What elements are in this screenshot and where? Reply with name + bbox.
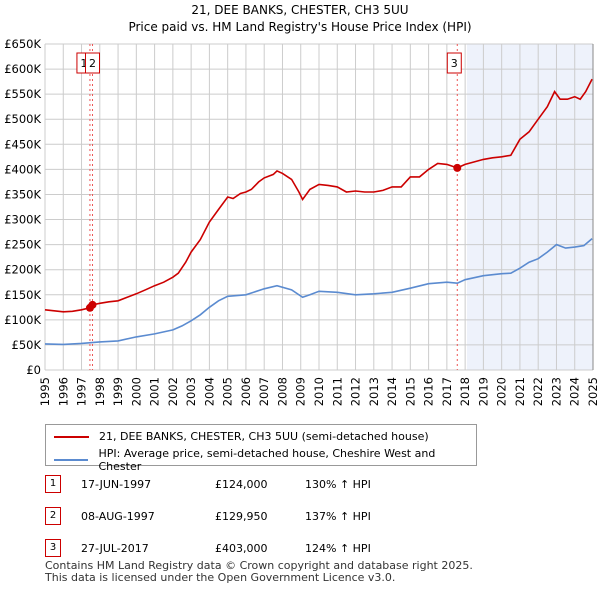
x-tick-label: 1999 [111,377,125,406]
sale-label: 1 [80,57,87,70]
y-tick-label: £50K [12,338,42,352]
x-tick-label: 2004 [202,377,216,406]
x-tick-label: 2007 [257,377,271,406]
x-tick-label: 2010 [312,377,326,406]
y-tick-label: £300K [4,213,41,227]
x-tick-label: 2015 [403,377,417,406]
sale-label-box [446,52,462,74]
legend: 21, DEE BANKS, CHESTER, CH3 5UU (semi-de… [45,424,477,473]
property-price-line [44,78,593,313]
sale-label: 2 [89,57,96,70]
x-tick-label: 2018 [458,377,472,406]
x-tick-label: 2022 [531,377,545,406]
legend-red-line [54,435,89,438]
hpi-line [44,237,593,346]
x-tick-label: 1997 [75,377,89,406]
x-tick-label: 2005 [221,377,235,406]
sale-price: £124,000 [215,478,268,491]
sale-hpi-change: 137% ↑ HPI [305,510,371,523]
x-tick-label: 1995 [38,377,52,406]
x-tick-label: 2025 [586,377,600,406]
legend-hpi: HPI: Average price, semi-detached house,… [98,447,436,473]
footer-licence: This data is licensed under the Open Gov… [45,571,396,584]
y-tick-label: £600K [4,62,41,76]
y-tick-label: £650K [4,37,41,51]
footer-copyright: Contains HM Land Registry data © Crown c… [45,559,473,572]
y-tick-label: £350K [4,187,41,201]
x-tick-label: 2003 [184,377,198,406]
y-tick-label: £400K [4,162,41,176]
x-tick-label: 2011 [330,377,344,406]
sale-label-box [84,52,100,74]
sale-number-badge: 3 [45,539,61,557]
x-tick-label: 2009 [294,377,308,406]
x-tick-label: 2001 [148,377,162,406]
sale-hpi-change: 124% ↑ HPI [305,542,371,555]
sale-price: £129,950 [215,510,268,523]
x-tick-label: 2020 [495,377,509,406]
x-tick-label: 2019 [476,377,490,406]
y-tick-label: £100K [4,313,41,327]
x-tick-label: 2023 [549,377,563,406]
x-tick-label: 2006 [239,377,253,406]
x-tick-label: 2002 [166,377,180,406]
x-tick-label: 2013 [367,377,381,406]
sale-date: 27-JUL-2017 [81,542,149,555]
price-chart: £0 £50K £100K £150K £200K £250K £300K £350K £400… [4,37,600,406]
sale-label: 3 [451,57,458,70]
x-tick-label: 2012 [349,377,363,406]
sale-number-badge: 2 [45,507,61,525]
forecast-shade [466,44,593,370]
x-tick-label: 2008 [275,377,289,406]
sale-point [88,300,97,309]
sale-date: 08-AUG-1997 [81,510,155,523]
sale-number-badge: 1 [45,475,61,493]
y-tick-label: £0 [26,363,41,377]
y-tick-label: £550K [4,87,41,101]
x-tick-label: 2014 [385,377,399,406]
x-tick-label: 1998 [93,377,107,406]
x-tick-label: 2016 [422,377,436,406]
x-tick-label: 1996 [56,377,70,406]
x-tick-label: 2000 [129,377,143,406]
chart-subtitle: Price paid vs. HM Land Registry's House … [128,20,472,34]
y-tick-label: £200K [4,263,41,277]
y-tick-label: £150K [4,288,41,302]
x-tick-label: 2021 [513,377,527,406]
legend-property: 21, DEE BANKS, CHESTER, CH3 5UU (semi-de… [99,430,429,443]
y-tick-label: £250K [4,238,41,252]
y-tick-label: £450K [4,137,41,151]
x-tick-label: 2024 [568,377,582,406]
x-tick-label: 2017 [440,377,454,406]
chart-title: 21, DEE BANKS, CHESTER, CH3 5UU [191,3,409,17]
sale-hpi-change: 130% ↑ HPI [305,478,371,491]
legend-blue-line [54,459,89,461]
sale-point [453,163,462,172]
sale-date: 17-JUN-1997 [81,478,152,491]
sale-price: £403,000 [215,542,268,555]
footer: Contains HM Land Registry data © Crown c… [45,560,473,584]
y-tick-label: £500K [4,112,41,126]
